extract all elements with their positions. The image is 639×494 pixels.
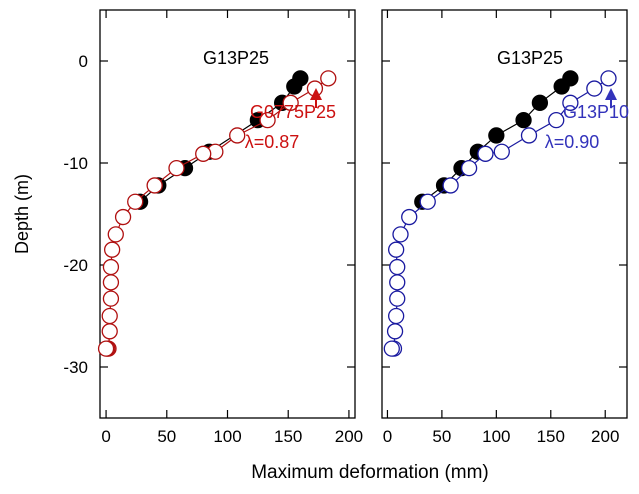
x-tick-label: 50 (157, 427, 176, 446)
open-point (229, 127, 246, 144)
open-point (386, 323, 404, 340)
open-point (586, 80, 603, 97)
open-point (282, 94, 299, 111)
open-point (102, 274, 120, 291)
y-tick-label: 0 (79, 52, 88, 71)
open-point (103, 241, 121, 258)
open-point (389, 258, 406, 276)
open-point (419, 193, 436, 210)
open-point (195, 145, 212, 162)
annotation-label: G13P25 (203, 48, 269, 68)
filled-point (488, 127, 505, 144)
x-tick-label: 0 (101, 427, 110, 446)
x-tick-label: 150 (274, 427, 302, 446)
open-point (520, 127, 538, 144)
open-point (259, 112, 276, 129)
plot-frame (99, 9, 356, 419)
x-tick-label: 150 (537, 427, 565, 446)
open-point (392, 226, 409, 243)
x-tick-label: 50 (432, 427, 451, 446)
panel-left: 0 50 100 150 200 0 -10 -20 -30 G13P25 G0775P25 λ=0.… (12, 9, 363, 446)
y-tick-label: -20 (63, 256, 88, 275)
annotation-label: G0775P25 (250, 102, 336, 122)
arrow-head (310, 88, 322, 100)
open-point (388, 307, 405, 325)
open-point (101, 307, 118, 325)
open-point (401, 208, 418, 226)
plot-frame (381, 9, 628, 419)
x-tick-label: 200 (335, 427, 363, 446)
x-tick-label: 0 (383, 427, 392, 446)
panel-right: 0 50 100 150 200 G13P25 G13P10 λ=0.90 (381, 9, 629, 446)
filled-point (553, 78, 570, 95)
open-point (320, 70, 337, 87)
y-tick-label: -30 (63, 358, 88, 377)
open-point (442, 177, 459, 194)
open-point (389, 290, 406, 307)
open-point (102, 258, 120, 276)
open-point (460, 159, 478, 177)
open-point (389, 274, 406, 291)
open-point (548, 112, 565, 129)
filled-point (531, 94, 549, 111)
open-point (102, 290, 120, 307)
annotation-label: λ=0.90 (545, 132, 600, 152)
x-tick-label: 100 (482, 427, 510, 446)
filled-point (286, 78, 303, 95)
annotation-label: G13P10 (563, 102, 629, 122)
open-point (383, 340, 400, 357)
open-point (562, 94, 579, 111)
open-point (600, 70, 617, 87)
open-point (127, 193, 144, 210)
open-point (114, 208, 132, 226)
annotation-label: λ=0.87 (245, 132, 300, 152)
open-point (101, 323, 118, 340)
x-tick-label: 200 (591, 427, 619, 446)
y-tick-label: -10 (63, 154, 88, 173)
open-point (168, 159, 185, 177)
arrow-head (605, 88, 617, 100)
open-point (97, 340, 115, 357)
open-point (477, 145, 494, 162)
x-tick-label: 100 (213, 427, 241, 446)
open-point (107, 226, 124, 243)
annotation-label: G13P25 (497, 48, 563, 68)
open-point (388, 241, 405, 258)
open-point (146, 177, 163, 194)
open-point (493, 143, 510, 160)
y-axis-label: Depth (m) (12, 174, 32, 254)
x-axis-label: Maximum deformation (mm) (251, 462, 489, 483)
filled-point (515, 112, 532, 129)
